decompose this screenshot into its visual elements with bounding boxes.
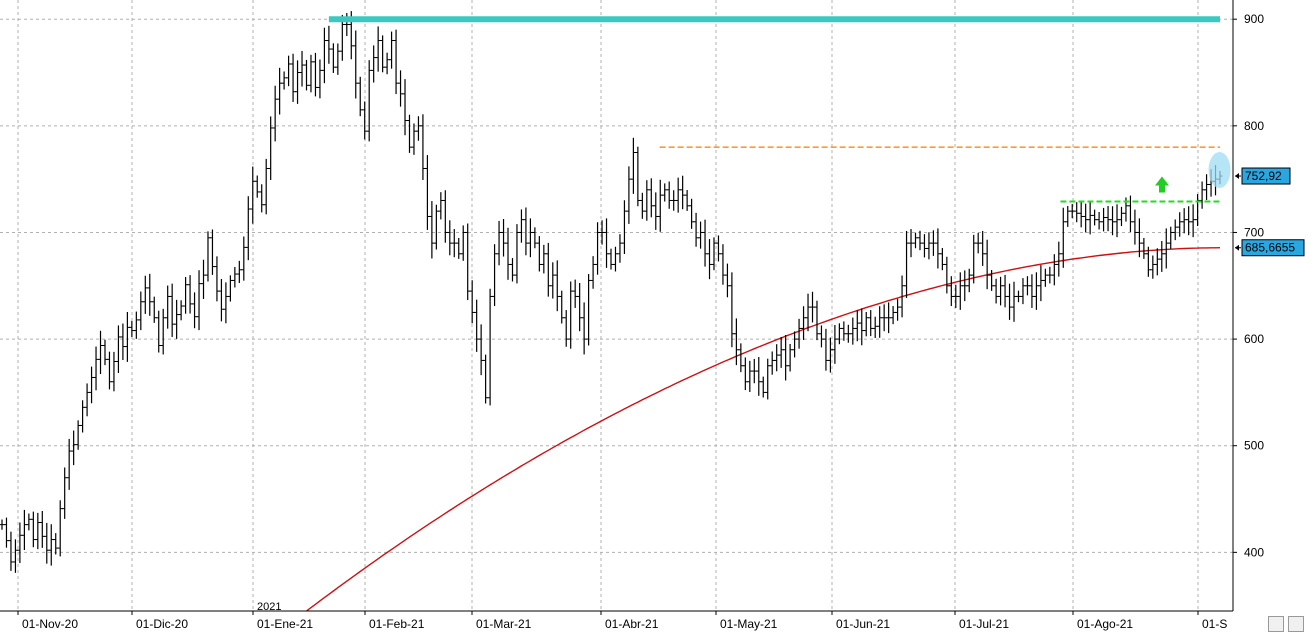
price-label-arrow: [1235, 244, 1239, 251]
save-icon[interactable]: [1288, 616, 1304, 632]
xtick-label-2: 01-Ene-21: [257, 617, 313, 631]
price-label-box: [1241, 167, 1291, 185]
xtick-label-4: 01-Mar-21: [476, 617, 532, 631]
arrow-up-icon: [1155, 176, 1169, 193]
x-axis: 01-Nov-20 01-Dic-20 01-Ene-21 01-Feb-21 01-M…: [0, 601, 1233, 631]
xtick-label-3: 01-Feb-21: [369, 617, 425, 631]
xtick-label-8: 01-Jul-21: [959, 617, 1009, 631]
ohlc-bars: [0, 11, 1223, 573]
ytick-label-700: 700: [1244, 225, 1264, 239]
xtick-label-9: 01-Ago-21: [1077, 617, 1133, 631]
ytick-label-600: 600: [1244, 332, 1264, 346]
price-label-1: 685,6655: [1235, 239, 1305, 257]
moving-average-line: [306, 247, 1221, 612]
price-label-text: 752,92: [1245, 169, 1282, 183]
price-label-text: 685,6655: [1245, 241, 1295, 255]
xtick-label-7: 01-Jun-21: [836, 617, 890, 631]
y-axis: 400 500 600 700 800 900 752,92 685,6655: [1232, 0, 1305, 611]
xtick-label-6: 01-May-21: [720, 617, 778, 631]
ytick-label-500: 500: [1244, 439, 1264, 453]
xtick-label-1: 01-Dic-20: [136, 617, 188, 631]
plot-area: [0, 0, 1233, 611]
moving-average-layer: [306, 247, 1221, 612]
price-label-arrow: [1235, 173, 1239, 180]
xtick-label-0: 01-Nov-20: [22, 617, 78, 631]
ytick-label-800: 800: [1244, 119, 1264, 133]
level-lines: [328, 16, 1220, 203]
chart-markers: [1155, 152, 1231, 193]
year-marker: 2021: [257, 601, 281, 613]
xtick-label-5: 01-Abr-21: [605, 617, 659, 631]
ytick-label-900: 900: [1244, 12, 1264, 26]
xtick-label-10: 01-S: [1202, 617, 1227, 631]
price-label-box: [1241, 239, 1305, 257]
ytick-label-400: 400: [1244, 545, 1264, 559]
grid: [0, 0, 1233, 611]
chart-tool-icon[interactable]: [1268, 616, 1284, 632]
highlight-ellipse: [1208, 152, 1231, 189]
price-label-0: 752,92: [1235, 167, 1291, 185]
